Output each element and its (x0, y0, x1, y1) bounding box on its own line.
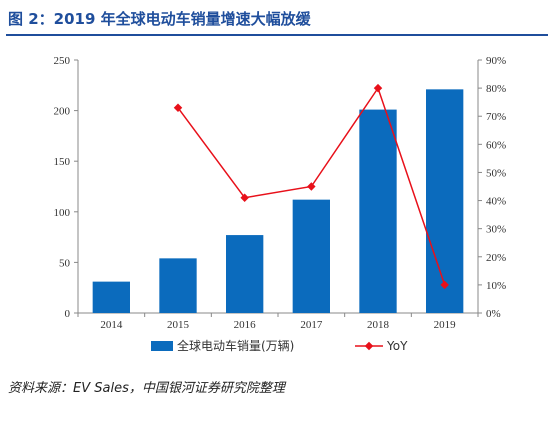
bar (426, 89, 464, 314)
legend-line-marker (364, 341, 374, 351)
right-tick-label: 50% (486, 167, 506, 179)
x-tick-label: 2018 (367, 319, 390, 331)
figure-title: 图 2：2019 年全球电动车销量增速大幅放缓 (8, 10, 311, 28)
x-tick-label: 2016 (234, 319, 257, 331)
left-tick-label: 100 (54, 207, 71, 219)
bar (226, 235, 264, 313)
tick-labels: 0 50 100 150 200 250 0% 10% 20% 30% 40% 50% 60% 70% 80… (54, 55, 507, 331)
left-tick-label: 150 (54, 156, 71, 168)
bar (159, 258, 197, 313)
right-tick-label: 80% (486, 83, 506, 95)
title-rule (6, 34, 548, 36)
legend-bar-swatch (151, 341, 173, 351)
legend: 全球电动车销量(万辆) YoY (151, 338, 408, 353)
left-tick-label: 50 (59, 257, 71, 269)
yoy-point (173, 103, 183, 113)
yoy-point (307, 182, 316, 191)
bars (92, 89, 464, 314)
source-note: 资料来源：EV Sales，中国银河证券研究院整理 (8, 381, 285, 396)
right-tick-label: 70% (486, 111, 506, 123)
x-tick-label: 2015 (167, 319, 190, 331)
legend-line-label: YoY (386, 339, 408, 353)
left-tick-label: 250 (54, 55, 71, 67)
x-tick-label: 2019 (434, 319, 457, 331)
right-tick-label: 60% (486, 139, 506, 151)
legend-bar-label: 全球电动车销量(万辆) (177, 338, 294, 353)
right-tick-label: 30% (486, 224, 506, 236)
right-tick-label: 10% (486, 280, 506, 292)
yoy-point (240, 193, 249, 202)
left-tick-label: 200 (54, 106, 71, 118)
right-tick-label: 90% (486, 55, 506, 67)
yoy-point (440, 280, 449, 290)
axes (74, 59, 482, 317)
x-tick-label: 2014 (100, 319, 123, 331)
yoy-point (373, 83, 383, 93)
right-tick-label: 20% (486, 252, 506, 264)
left-tick-label: 0 (65, 308, 71, 320)
right-tick-label: 0% (486, 308, 501, 320)
x-tick-label: 2017 (300, 319, 323, 331)
bar (292, 199, 330, 313)
bar (359, 109, 397, 313)
bar (92, 281, 130, 313)
yoy-line (173, 83, 449, 290)
right-tick-label: 40% (486, 196, 506, 208)
